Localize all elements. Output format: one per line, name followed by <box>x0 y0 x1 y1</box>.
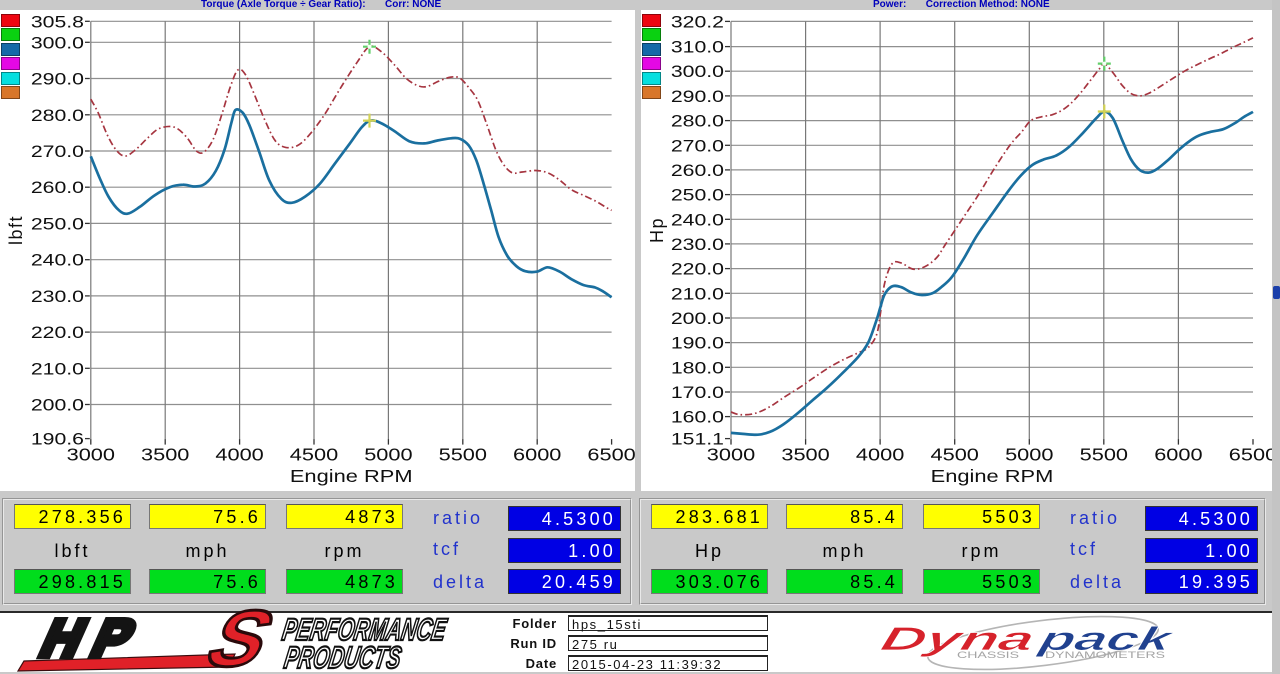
svg-text:230.0: 230.0 <box>31 288 84 307</box>
svg-text:4500: 4500 <box>290 445 338 464</box>
svg-text:6000: 6000 <box>1154 445 1202 464</box>
svg-text:6500: 6500 <box>1229 445 1277 464</box>
svg-text:PERFORMANCE: PERFORMANCE <box>280 612 450 647</box>
svg-text:180.0: 180.0 <box>671 359 724 378</box>
svg-text:270.0: 270.0 <box>31 143 84 162</box>
svg-text:280.0: 280.0 <box>31 107 84 126</box>
svg-text:230.0: 230.0 <box>671 236 724 255</box>
svg-text:5500: 5500 <box>439 445 487 464</box>
svg-text:210.0: 210.0 <box>31 360 84 379</box>
svg-text:310.0: 310.0 <box>671 38 724 57</box>
svg-text:300.0: 300.0 <box>671 63 724 82</box>
svg-text:Engine RPM: Engine RPM <box>290 467 413 486</box>
svg-text:200.0: 200.0 <box>31 396 84 415</box>
svg-text:240.0: 240.0 <box>671 211 724 230</box>
svg-text:lbft: lbft <box>6 215 26 245</box>
svg-text:4500: 4500 <box>931 445 979 464</box>
svg-text:3000: 3000 <box>707 445 755 464</box>
svg-text:270.0: 270.0 <box>671 137 724 156</box>
svg-text:6500: 6500 <box>587 445 635 464</box>
svg-text:260.0: 260.0 <box>671 162 724 181</box>
svg-text:290.0: 290.0 <box>31 70 84 89</box>
svg-text:200.0: 200.0 <box>671 310 724 329</box>
svg-text:280.0: 280.0 <box>671 112 724 131</box>
svg-text:260.0: 260.0 <box>31 179 84 198</box>
svg-text:151.1: 151.1 <box>671 430 724 449</box>
svg-text:DYNAMOMETERS: DYNAMOMETERS <box>1045 650 1165 660</box>
svg-text:Engine RPM: Engine RPM <box>931 467 1054 486</box>
svg-text:190.6: 190.6 <box>31 430 84 449</box>
svg-text:210.0: 210.0 <box>671 285 724 304</box>
svg-text:160.0: 160.0 <box>671 408 724 427</box>
svg-text:250.0: 250.0 <box>671 186 724 205</box>
svg-text:pack: pack <box>1034 621 1179 657</box>
svg-text:5500: 5500 <box>1080 445 1128 464</box>
svg-text:4000: 4000 <box>215 445 263 464</box>
svg-text:300.0: 300.0 <box>31 34 84 53</box>
svg-text:5000: 5000 <box>1005 445 1053 464</box>
svg-text:Dyna: Dyna <box>877 621 1038 657</box>
svg-text:220.0: 220.0 <box>671 260 724 279</box>
svg-text:3500: 3500 <box>781 445 829 464</box>
svg-text:220.0: 220.0 <box>31 324 84 343</box>
svg-text:250.0: 250.0 <box>31 215 84 234</box>
svg-text:3500: 3500 <box>141 445 189 464</box>
svg-text:240.0: 240.0 <box>31 252 84 271</box>
svg-text:S: S <box>193 593 290 674</box>
svg-text:CHASSIS: CHASSIS <box>957 650 1019 660</box>
svg-text:Hp: Hp <box>647 217 667 243</box>
svg-text:4000: 4000 <box>856 445 904 464</box>
svg-text:3000: 3000 <box>67 445 115 464</box>
svg-text:320.2: 320.2 <box>671 13 724 32</box>
svg-text:290.0: 290.0 <box>671 88 724 107</box>
svg-text:190.0: 190.0 <box>671 334 724 353</box>
svg-text:PRODUCTS: PRODUCTS <box>282 640 404 674</box>
svg-text:305.8: 305.8 <box>31 13 84 32</box>
svg-text:170.0: 170.0 <box>671 384 724 403</box>
svg-text:5000: 5000 <box>364 445 412 464</box>
svg-text:6000: 6000 <box>513 445 561 464</box>
